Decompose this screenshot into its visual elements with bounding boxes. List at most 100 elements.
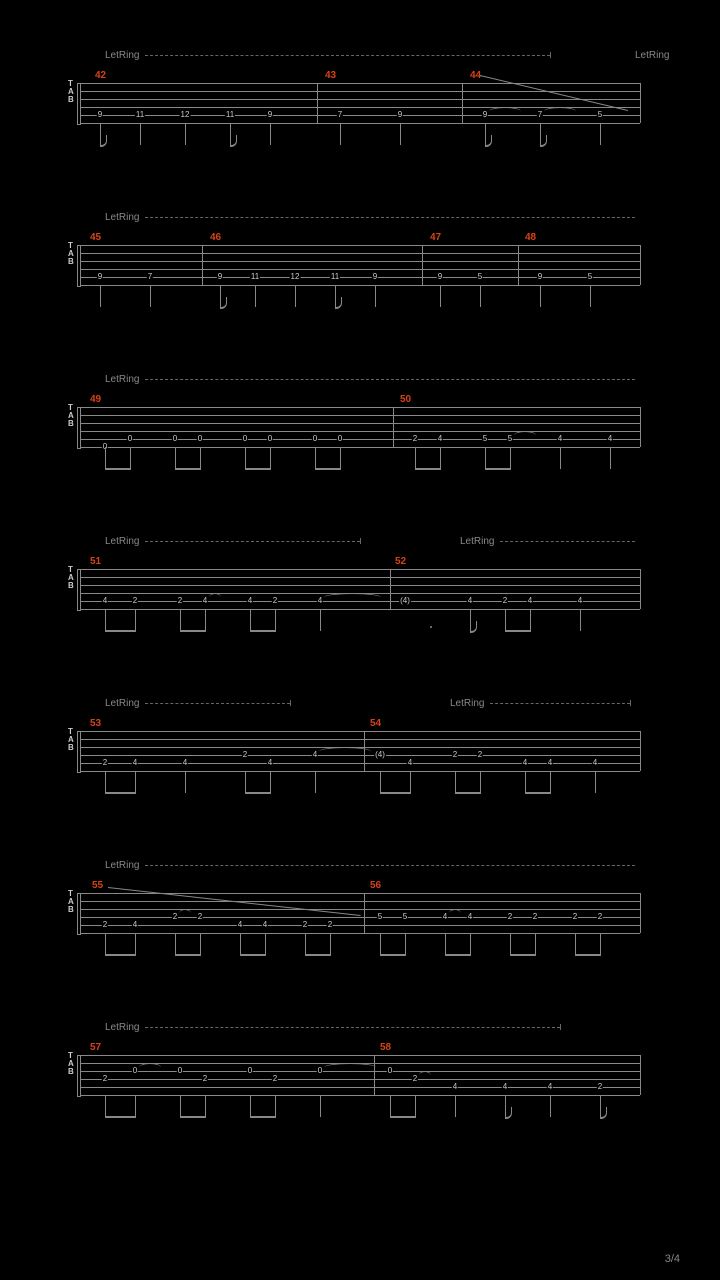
beam bbox=[105, 630, 136, 632]
tie bbox=[319, 747, 371, 756]
beam bbox=[105, 954, 136, 956]
barline bbox=[80, 245, 81, 285]
note-stem bbox=[380, 933, 381, 955]
note-stem bbox=[415, 447, 416, 469]
letring-dash bbox=[145, 55, 550, 57]
beam bbox=[455, 792, 481, 794]
string-line bbox=[80, 83, 640, 84]
measure-number: 53 bbox=[90, 718, 101, 729]
string-line bbox=[80, 585, 640, 586]
fret-number: 2 bbox=[272, 1075, 278, 1083]
string-line bbox=[80, 1087, 640, 1088]
note-stem bbox=[200, 933, 201, 955]
tab-clef: TAB bbox=[68, 1052, 74, 1076]
string-line bbox=[80, 909, 640, 910]
beam bbox=[315, 468, 341, 470]
string-line bbox=[80, 447, 640, 448]
fret-number: 4 bbox=[527, 597, 533, 605]
measure-number: 42 bbox=[95, 70, 106, 81]
note-stem bbox=[530, 609, 531, 631]
barline bbox=[80, 407, 81, 447]
note-stem bbox=[105, 1095, 106, 1117]
tab-system: LetRing5556TAB2422442255442222 bbox=[80, 860, 640, 970]
tab-clef: TAB bbox=[68, 890, 74, 914]
tab-clef: TAB bbox=[68, 80, 74, 104]
fret-number: 2 bbox=[507, 913, 513, 921]
note-stem bbox=[375, 285, 376, 307]
note-stem bbox=[250, 609, 251, 631]
barline bbox=[640, 407, 641, 447]
string-line bbox=[80, 91, 640, 92]
note-stem bbox=[540, 285, 541, 307]
fret-number: 0 bbox=[247, 1067, 253, 1075]
fret-number: 12 bbox=[290, 273, 301, 281]
note-stem bbox=[320, 609, 321, 631]
barline bbox=[374, 1055, 375, 1095]
note-stem bbox=[305, 933, 306, 955]
letring-label: LetRing bbox=[105, 860, 139, 871]
string-line bbox=[80, 99, 640, 100]
fret-number: 9 bbox=[372, 273, 378, 281]
fret-number: 4 bbox=[102, 597, 108, 605]
barline bbox=[640, 83, 641, 123]
note-flag bbox=[335, 297, 342, 309]
measure-number: 43 bbox=[325, 70, 336, 81]
fret-number: 0 bbox=[197, 435, 203, 443]
beam bbox=[105, 792, 136, 794]
note-stem bbox=[445, 933, 446, 955]
tie bbox=[489, 107, 521, 116]
note-stem bbox=[205, 609, 206, 631]
measure-number: 54 bbox=[370, 718, 381, 729]
note-stem bbox=[595, 771, 596, 793]
note-stem bbox=[380, 771, 381, 793]
fret-number: 4 bbox=[407, 759, 413, 767]
note-stem bbox=[485, 447, 486, 469]
letring-label: LetRing bbox=[450, 698, 484, 709]
fret-number: 2 bbox=[177, 597, 183, 605]
beam bbox=[175, 954, 201, 956]
string-line bbox=[80, 731, 640, 732]
barline bbox=[80, 893, 81, 933]
fret-number: 4 bbox=[557, 435, 563, 443]
page-number: 3/4 bbox=[665, 1253, 680, 1265]
string-line bbox=[80, 269, 640, 270]
rhythm-dot bbox=[430, 626, 432, 628]
barline bbox=[364, 893, 365, 933]
systems-container: LetRingLetRing424344TAB9111211979975LetR… bbox=[80, 50, 640, 1132]
fret-number: (4) bbox=[399, 597, 411, 605]
fret-number: 5 bbox=[377, 913, 383, 921]
note-stem bbox=[320, 1095, 321, 1117]
beam bbox=[445, 954, 471, 956]
barline bbox=[390, 569, 391, 609]
beam bbox=[105, 1116, 136, 1118]
beam bbox=[510, 954, 536, 956]
note-flag bbox=[100, 135, 107, 147]
note-stem bbox=[105, 771, 106, 793]
string-line bbox=[80, 123, 640, 124]
note-stem bbox=[105, 447, 106, 469]
string-line bbox=[80, 431, 640, 432]
beam bbox=[390, 1116, 416, 1118]
string-line bbox=[80, 415, 640, 416]
note-stem bbox=[525, 771, 526, 793]
fret-number: 7 bbox=[337, 111, 343, 119]
tab-system: LetRingLetRing5152TAB4224424(4)4244 bbox=[80, 536, 640, 646]
note-stem bbox=[135, 1095, 136, 1117]
string-line bbox=[80, 933, 640, 934]
measure-number: 46 bbox=[210, 232, 221, 243]
note-flag bbox=[485, 135, 492, 147]
fret-number: 2 bbox=[272, 597, 278, 605]
fret-number: 4 bbox=[182, 759, 188, 767]
letring-dash bbox=[490, 703, 630, 705]
beam bbox=[525, 792, 551, 794]
letring-label: LetRing bbox=[105, 50, 139, 61]
barline bbox=[80, 83, 81, 123]
fret-number: 4 bbox=[312, 751, 318, 759]
fret-number: 2 bbox=[572, 913, 578, 921]
fret-number: 2 bbox=[197, 913, 203, 921]
barline bbox=[80, 1055, 81, 1095]
beam bbox=[250, 1116, 276, 1118]
note-stem bbox=[480, 771, 481, 793]
fret-number: 4 bbox=[317, 597, 323, 605]
letring-dash bbox=[145, 703, 290, 705]
